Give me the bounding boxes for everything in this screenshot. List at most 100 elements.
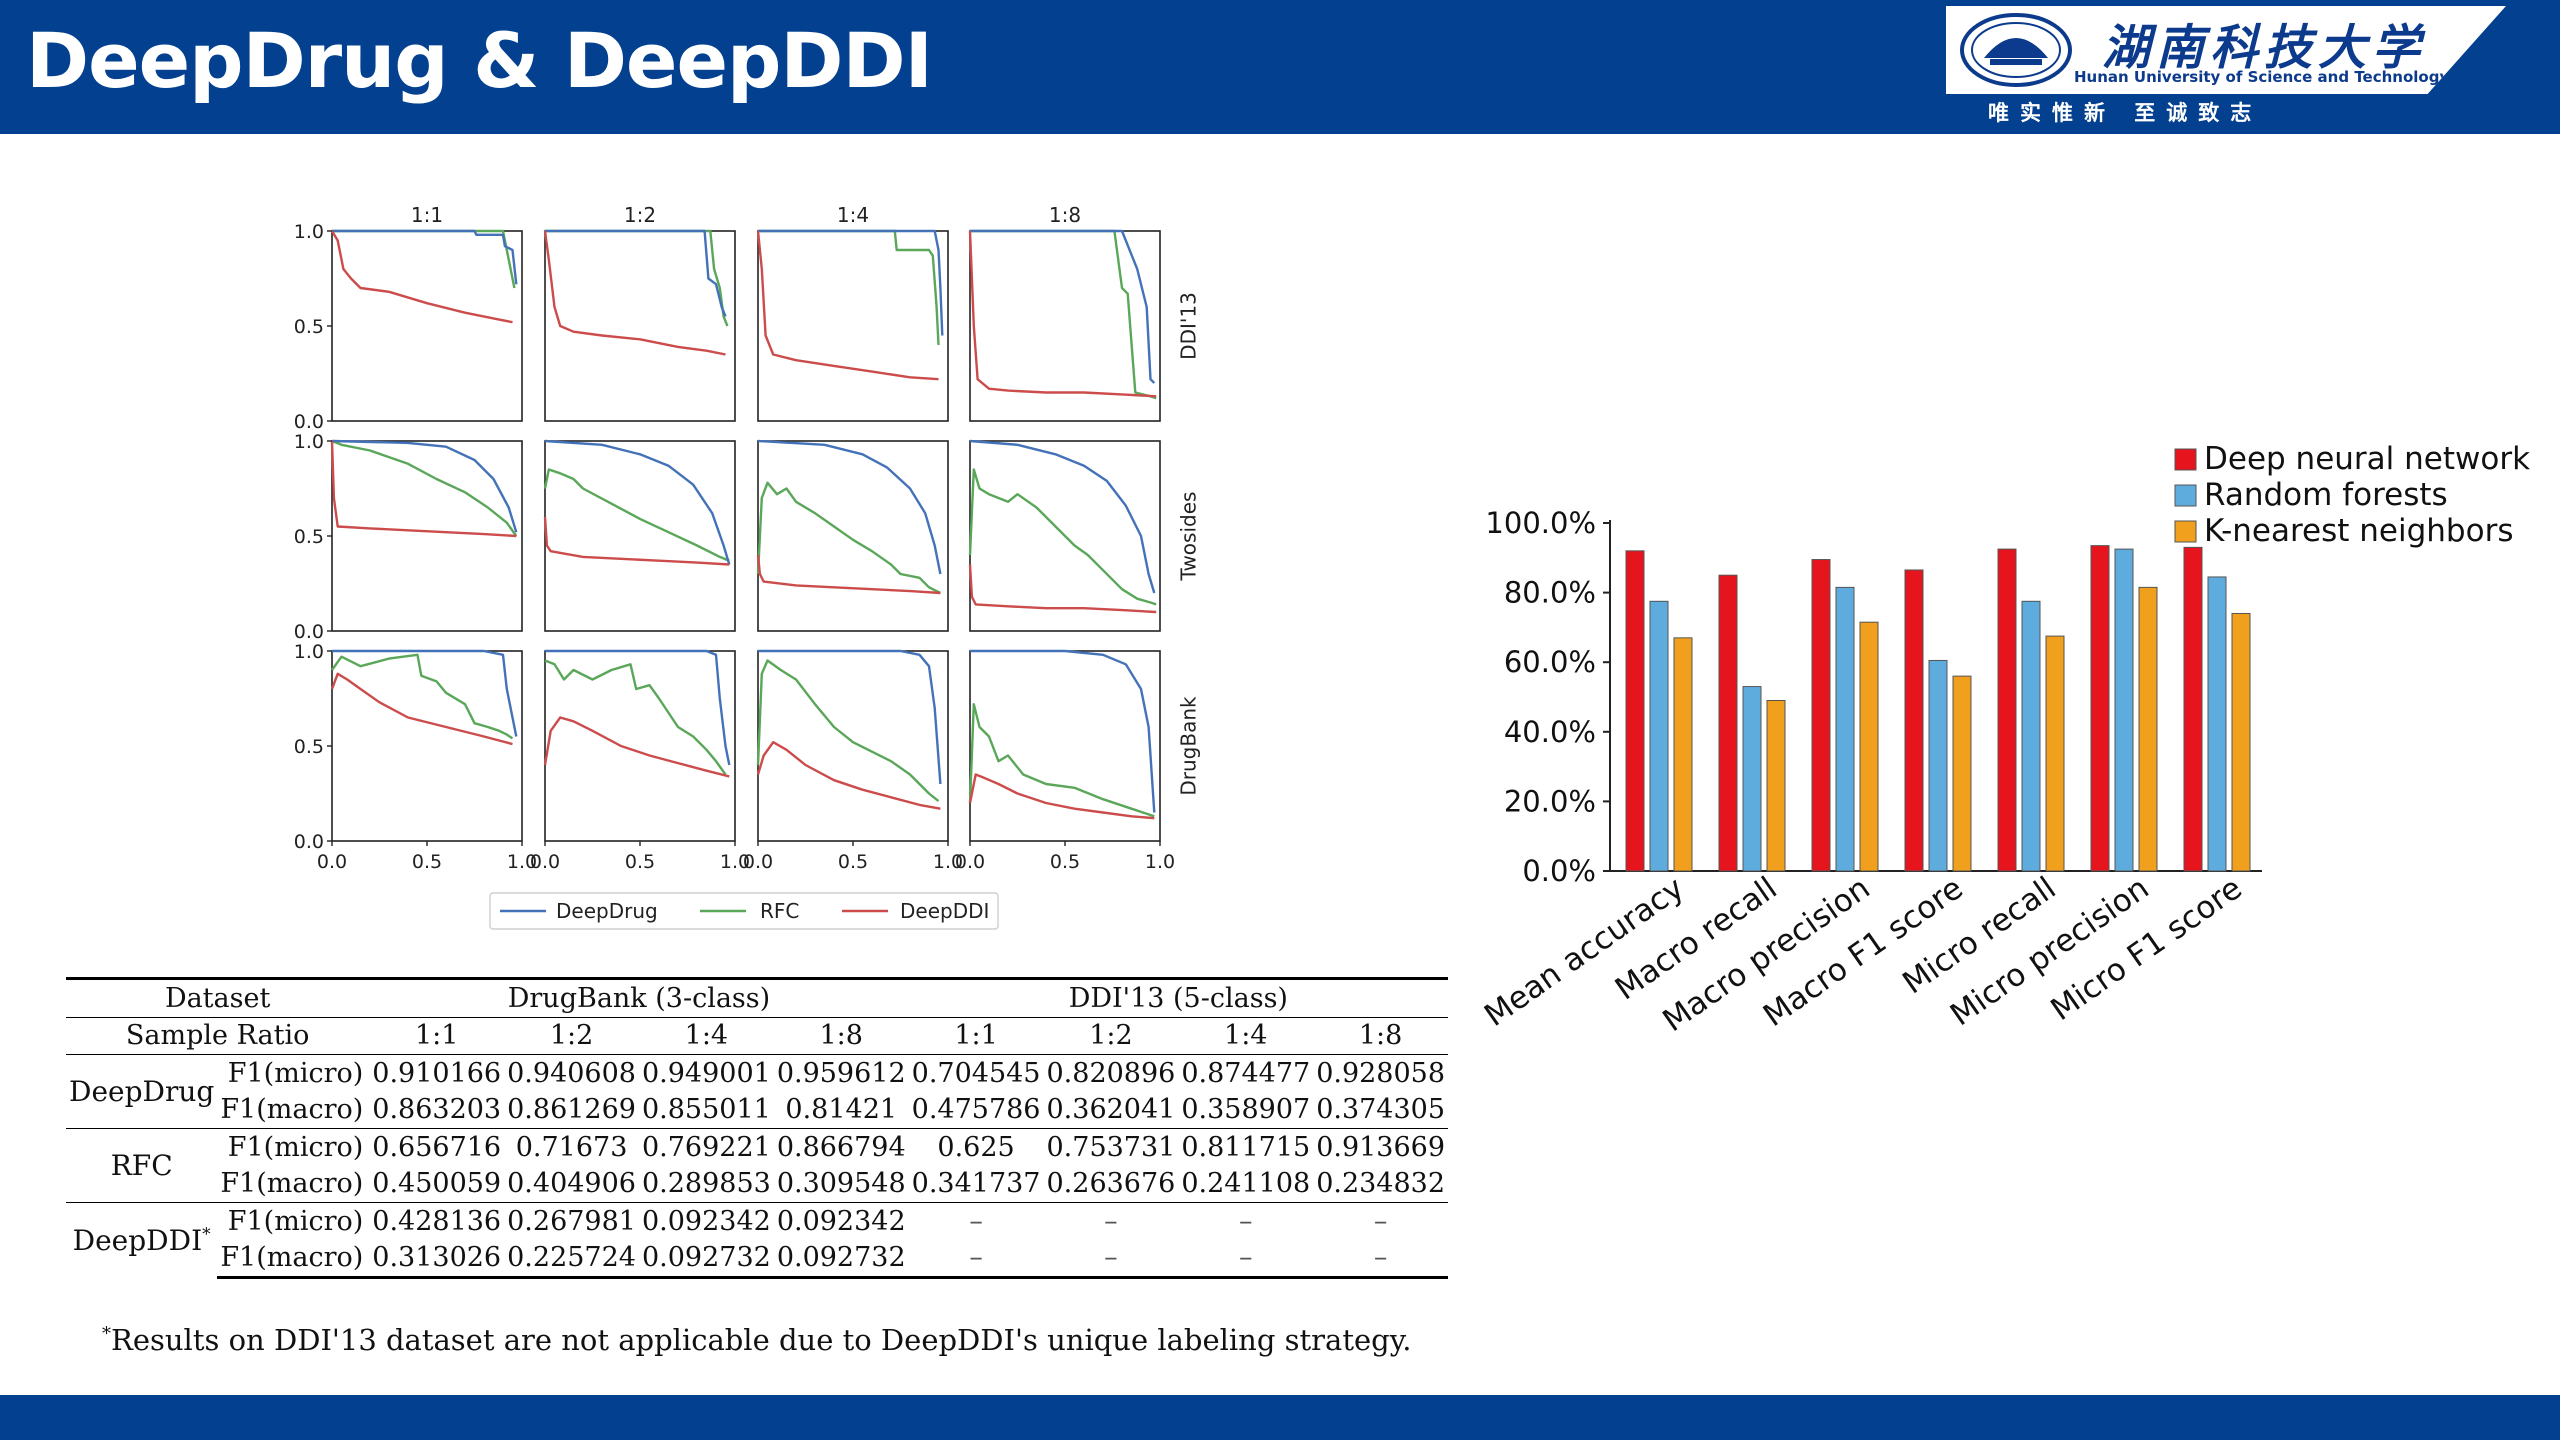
curve-rfc bbox=[543, 468, 730, 562]
bar bbox=[2183, 546, 2203, 872]
metric-value: 0.374305 bbox=[1316, 1094, 1446, 1126]
pr-panel bbox=[756, 439, 949, 632]
y-tick-label: 1.0 bbox=[294, 431, 324, 453]
curve-rfc bbox=[968, 703, 1155, 818]
row-title: DDI'13 bbox=[1177, 292, 1201, 360]
x-tick-label: 0.0 bbox=[955, 851, 985, 873]
y-tick-label: 0.5 bbox=[294, 316, 324, 338]
metric-value: 0.861269 bbox=[507, 1094, 636, 1126]
curve-deepddi bbox=[756, 230, 939, 381]
y-tick-label: 0.5 bbox=[294, 526, 324, 548]
column-title: 1:4 bbox=[837, 203, 869, 227]
curve-deepddi bbox=[330, 230, 513, 324]
curve-deepddi bbox=[756, 741, 941, 810]
bar bbox=[1904, 569, 1924, 872]
curve-deepdrug bbox=[332, 229, 518, 285]
footnote-mark: * bbox=[102, 1323, 111, 1345]
table-row: DeepDDI* F1(micro) 0.428136 0.267981 0.09234… bbox=[66, 1202, 1449, 1278]
metric-value: 0.769221 bbox=[638, 1128, 774, 1166]
curve-rfc bbox=[331, 439, 518, 537]
metric-value: 0.855011 bbox=[641, 1094, 771, 1126]
metric-value: 0.704545 bbox=[908, 1054, 1044, 1092]
model-label: DeepDrug bbox=[69, 1075, 215, 1108]
table-header-row: Dataset DrugBank (3-class) DDI'13 (5-class… bbox=[66, 977, 1449, 1017]
bar bbox=[1952, 675, 1972, 872]
metric-value: 0.811715 bbox=[1178, 1128, 1314, 1166]
panel-frame bbox=[544, 230, 736, 422]
legend-label: RFC bbox=[760, 899, 799, 923]
bar bbox=[1742, 686, 1762, 872]
logo-english-name: Hunan University of Science and Technolo… bbox=[2074, 68, 2450, 86]
curve-deepdrug bbox=[969, 439, 1156, 594]
curve-rfc bbox=[756, 659, 940, 803]
column-title: 1:2 bbox=[624, 203, 656, 227]
x-tick-label: 1.0 bbox=[720, 851, 750, 873]
metric-value: 0.625 bbox=[908, 1128, 1044, 1166]
bar-chart: 0.0%20.0%40.0%60.0%80.0%100.0%Mean accur… bbox=[1480, 441, 2530, 1039]
metric-value: – bbox=[1313, 1202, 1449, 1240]
ratio-header: 1:8 bbox=[773, 1016, 909, 1055]
curve-deepdrug bbox=[545, 649, 731, 766]
pr-panel: 0.0 0.5 1.0 bbox=[955, 649, 1175, 873]
curve-deepddi bbox=[543, 230, 726, 356]
x-tick-label: 0.5 bbox=[1050, 851, 1080, 873]
curve-deepddi bbox=[968, 230, 1157, 398]
pr-panel: 0.0 0.5 1.0 bbox=[743, 649, 963, 873]
panel-frame bbox=[757, 230, 949, 422]
x-tick-label: 0.0 bbox=[743, 851, 773, 873]
model-name: RFC bbox=[66, 1128, 218, 1203]
panel-frame bbox=[331, 230, 523, 422]
metric-value: 0.092342 bbox=[773, 1202, 909, 1240]
metric-value: 0.874477 bbox=[1178, 1054, 1314, 1092]
metric-name: F1(micro) bbox=[217, 1054, 370, 1092]
table-row: RFC F1(micro) 0.656716 0.71673 0.769221 0.866… bbox=[66, 1128, 1449, 1203]
metric-value: – bbox=[1043, 1239, 1179, 1279]
metric-value: 0.289853 bbox=[641, 1168, 771, 1200]
ratio-header: 1:4 bbox=[638, 1016, 774, 1055]
metric-value: 0.913669 bbox=[1313, 1128, 1449, 1166]
pr-panel: 0.0 0.5 1.0 bbox=[294, 431, 523, 643]
curve-rfc bbox=[968, 468, 1157, 606]
metric-value: 0.092732 bbox=[638, 1239, 774, 1279]
model-label: RFC bbox=[110, 1149, 173, 1182]
metric-value: 0.949001 bbox=[638, 1054, 774, 1092]
ratio-header: 1:1 bbox=[369, 1016, 505, 1055]
ratio-header: 1:1 bbox=[908, 1016, 1044, 1055]
y-tick-label: 1.0 bbox=[294, 641, 324, 663]
y-tick-label: 40.0% bbox=[1504, 715, 1596, 749]
ratio-header: 1:8 bbox=[1313, 1016, 1449, 1055]
curve-deepdrug bbox=[332, 649, 518, 737]
metric-value: 0.092732 bbox=[773, 1239, 909, 1279]
metric-value: 0.450059 bbox=[372, 1168, 502, 1200]
table-row: F1(macro) 0.313026 0.225724 0.092732 0.09273… bbox=[66, 1239, 1449, 1279]
curve-deepddi bbox=[330, 440, 517, 538]
bar bbox=[2207, 576, 2227, 872]
results-table: Dataset DrugBank (3-class) DDI'13 (5-class… bbox=[66, 977, 1449, 1279]
y-tick-label: 1.0 bbox=[294, 221, 324, 243]
seal-icon bbox=[1960, 13, 2072, 87]
row-title: Twosides bbox=[1177, 492, 1201, 582]
x-tick-label: 1.0 bbox=[507, 851, 537, 873]
table-row: F1(macro) 0.450059 0.404906 0.289853 0.30954… bbox=[66, 1166, 1448, 1203]
metric-value: 0.225724 bbox=[504, 1239, 639, 1279]
metric-value: 0.241108 bbox=[1181, 1168, 1311, 1200]
curve-deepddi bbox=[968, 773, 1155, 820]
metric-value: 0.959612 bbox=[773, 1054, 909, 1092]
page-title: DeepDrug & DeepDDI bbox=[26, 16, 933, 105]
legend-label: Random forests bbox=[2204, 477, 2448, 513]
university-logo: 湖南科技大学 Hunan University of Science and T… bbox=[1946, 6, 2506, 94]
metric-value: 0.753731 bbox=[1043, 1128, 1179, 1166]
bar bbox=[1673, 637, 1693, 872]
metric-value: 0.928058 bbox=[1313, 1054, 1449, 1092]
curve-deepdrug bbox=[544, 439, 731, 565]
y-tick-label: 60.0% bbox=[1504, 645, 1596, 679]
metric-value: 0.475786 bbox=[911, 1094, 1041, 1126]
curve-deepdrug bbox=[758, 649, 942, 785]
metric-value: 0.863203 bbox=[372, 1094, 502, 1126]
curve-deepdrug bbox=[758, 229, 944, 336]
panel-frame bbox=[757, 650, 949, 842]
logo-chinese-name: 湖南科技大学 bbox=[2102, 20, 2427, 76]
dataset-header: Dataset bbox=[66, 977, 370, 1017]
curve-deepddi bbox=[330, 672, 513, 746]
